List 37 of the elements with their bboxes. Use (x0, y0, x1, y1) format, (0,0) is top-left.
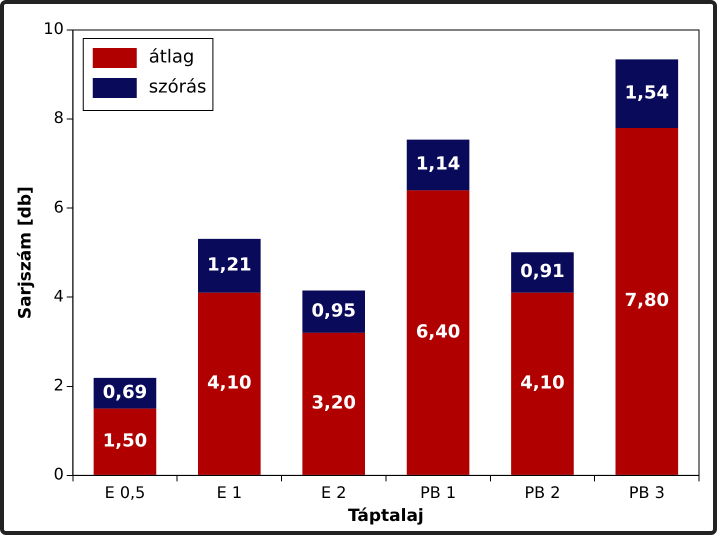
x-tick-label: PB 2 (524, 483, 560, 502)
y-tick-label: 0 (54, 464, 64, 484)
data-label: 6,40 (416, 321, 460, 342)
data-label: 1,14 (416, 154, 460, 175)
data-label: 1,50 (102, 430, 148, 452)
data-label: 1,21 (207, 254, 252, 276)
y-tick-label: 2 (54, 375, 64, 394)
x-tick-label: E 2 (321, 483, 346, 502)
data-label: 3,20 (311, 392, 356, 414)
bar (406, 140, 470, 190)
y-tick-label: 10 (43, 19, 64, 38)
data-label: 0,91 (520, 261, 565, 282)
bar (198, 238, 261, 293)
x-tick-label: PB 3 (628, 483, 665, 502)
y-tick-label: 6 (54, 197, 64, 216)
legend-label: átlag (148, 46, 194, 68)
bar (406, 190, 470, 475)
data-label: 4,10 (520, 372, 565, 394)
x-tick-label: PB 1 (420, 483, 456, 502)
bar (94, 408, 156, 475)
x-tick-label: E 0,5 (104, 483, 146, 502)
y-tick-label: 4 (54, 286, 64, 306)
bar (198, 292, 261, 475)
data-label: 0,69 (102, 382, 148, 403)
bar (616, 128, 678, 475)
bar (302, 332, 366, 475)
bar (511, 292, 574, 475)
data-label: 1,54 (624, 82, 670, 104)
x-axis-title: Táptalaj (348, 506, 424, 526)
data-label: 0,95 (311, 300, 356, 322)
legend-label: szórás (148, 76, 206, 98)
data-label: 7,80 (624, 290, 670, 312)
y-axis-title: Sarjszám [db] (16, 186, 36, 320)
bar (616, 59, 678, 128)
y-tick-label: 8 (54, 108, 64, 128)
data-label: 4,10 (207, 372, 252, 394)
x-tick-label: E 1 (216, 483, 242, 502)
